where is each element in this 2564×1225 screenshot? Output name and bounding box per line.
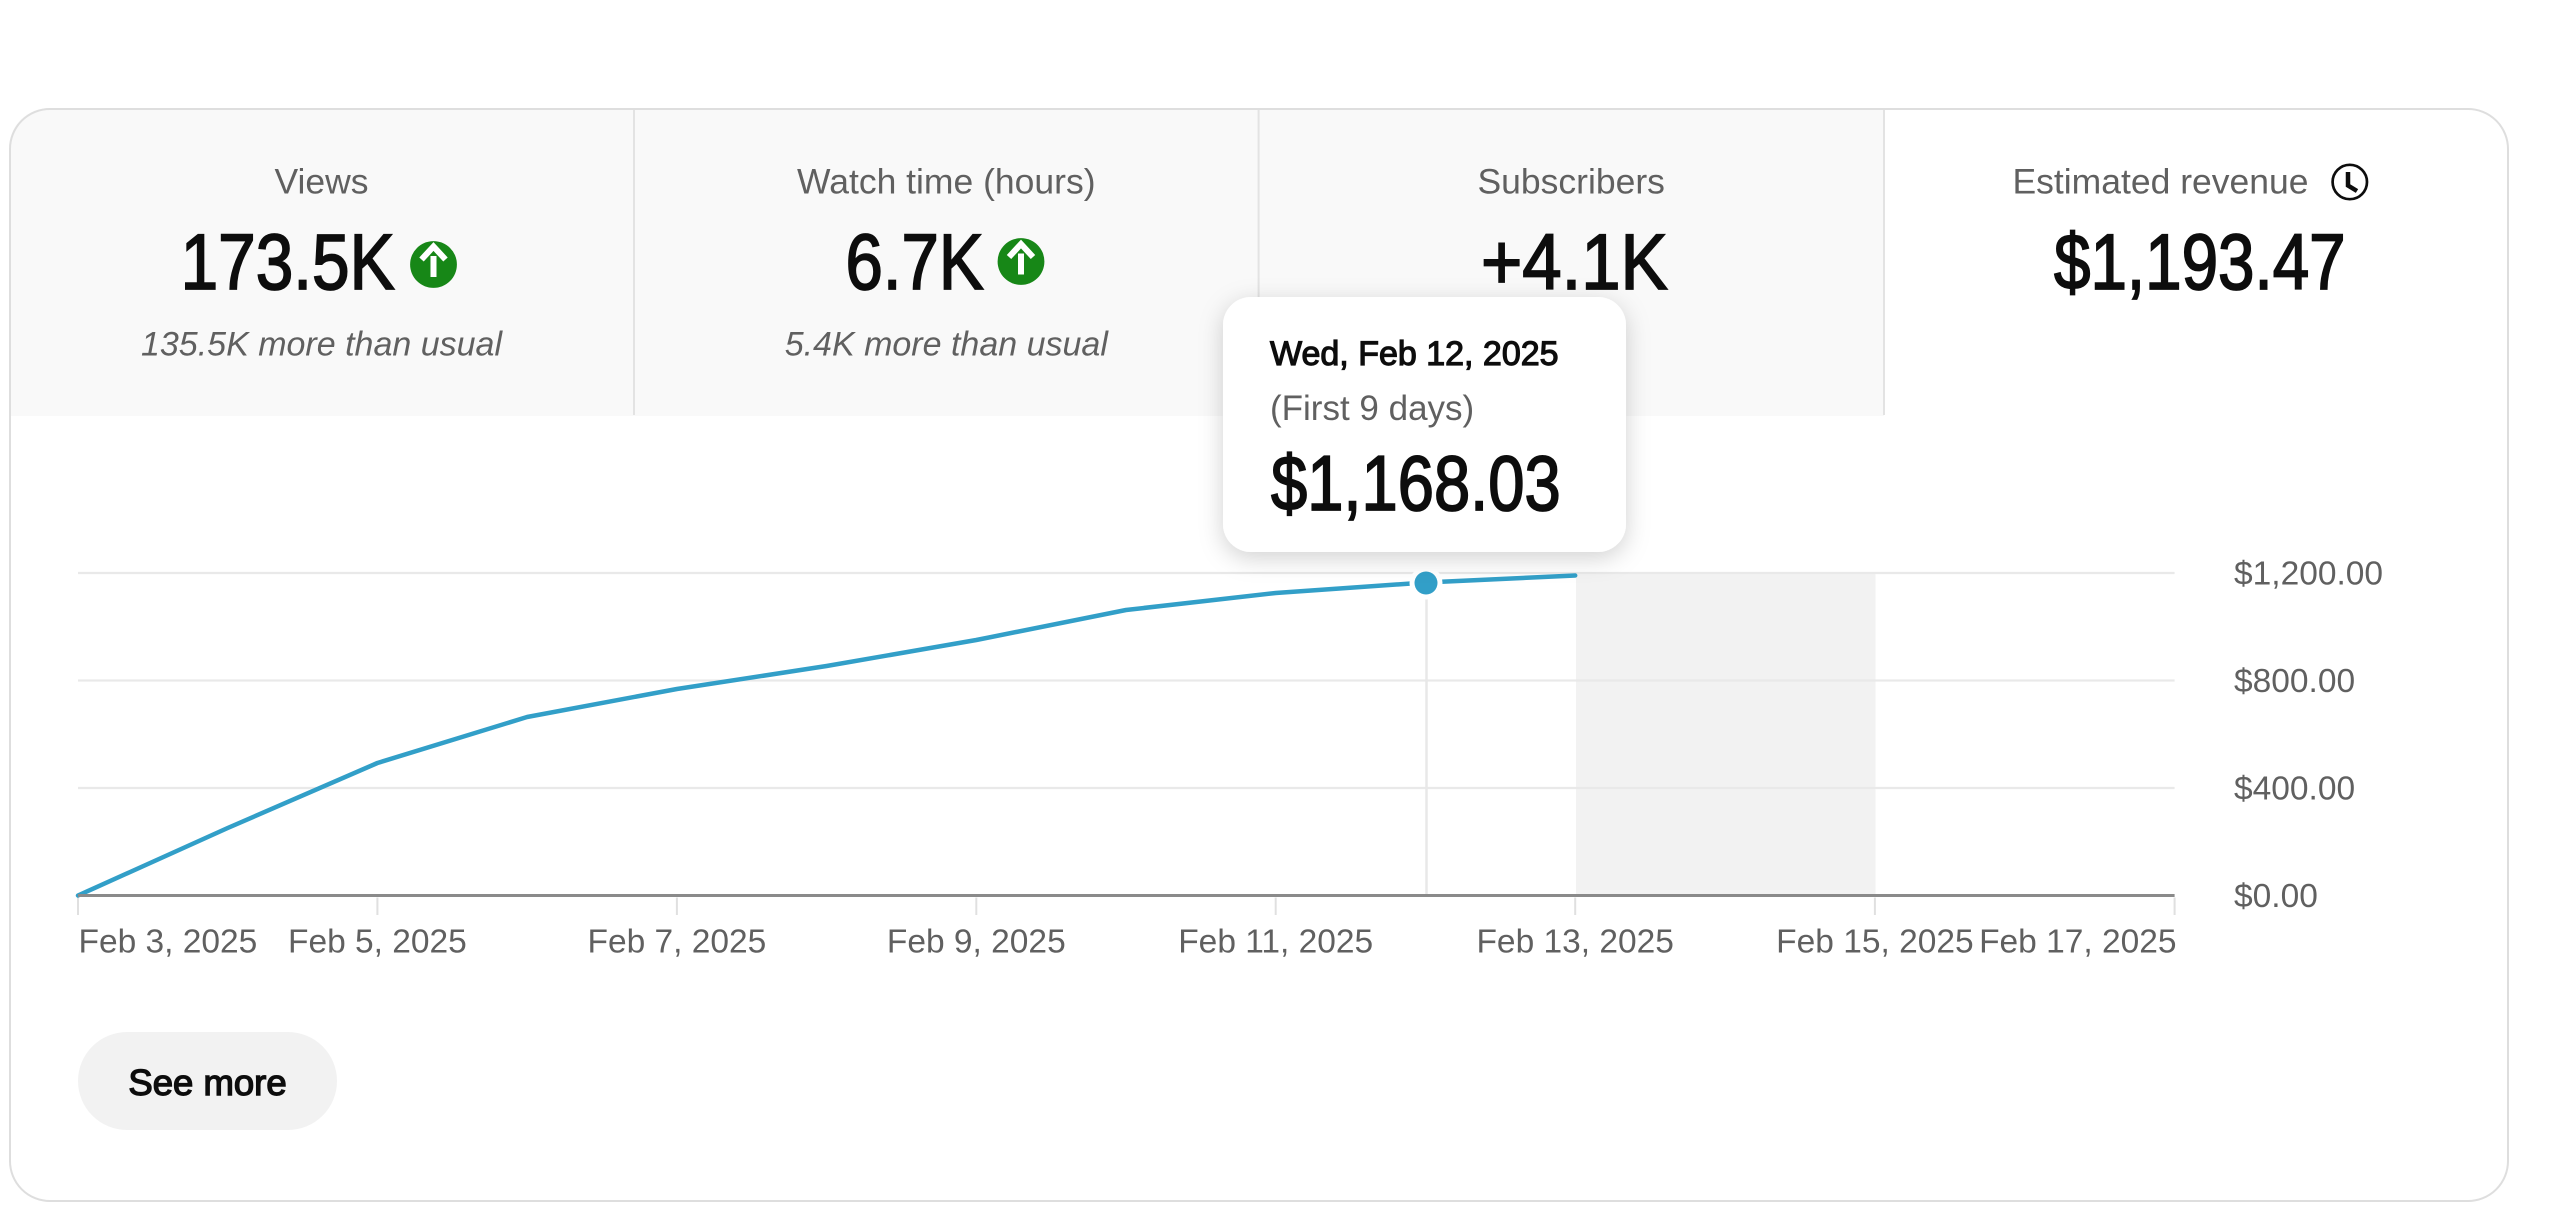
svg-text:Estimated revenue: Estimated revenue	[2013, 162, 2309, 202]
svg-text:Watch time (hours): Watch time (hours)	[797, 162, 1096, 202]
svg-text:Feb 15, 2025: Feb 15, 2025	[1776, 924, 1973, 961]
svg-text:$1,168.03: $1,168.03	[1271, 441, 1561, 528]
svg-text:$1,193.47: $1,193.47	[2054, 218, 2346, 306]
svg-text:Wed, Feb 12, 2025: Wed, Feb 12, 2025	[1270, 335, 1559, 373]
svg-text:5.4K more than usual: 5.4K more than usual	[785, 326, 1110, 364]
svg-text:$1,200.00: $1,200.00	[2234, 556, 2383, 593]
svg-text:Feb 11, 2025: Feb 11, 2025	[1178, 924, 1373, 961]
svg-text:Feb 9, 2025: Feb 9, 2025	[887, 924, 1066, 961]
svg-text:Feb 17, 2025: Feb 17, 2025	[1979, 924, 2176, 961]
svg-text:+4.1K: +4.1K	[1481, 217, 1668, 306]
svg-text:$0.00: $0.00	[2234, 878, 2318, 915]
svg-text:Subscribers: Subscribers	[1477, 162, 1664, 202]
svg-text:6.7K: 6.7K	[846, 218, 984, 306]
svg-text:Feb 5, 2025: Feb 5, 2025	[288, 924, 467, 961]
svg-text:Feb 7, 2025: Feb 7, 2025	[587, 924, 766, 961]
svg-text:135.5K more than usual: 135.5K more than usual	[141, 326, 503, 364]
svg-text:Views: Views	[274, 162, 368, 202]
svg-text:See more: See more	[128, 1062, 286, 1103]
svg-text:$800.00: $800.00	[2234, 663, 2355, 700]
svg-text:Feb 13, 2025: Feb 13, 2025	[1476, 924, 1673, 961]
svg-text:Feb 3, 2025: Feb 3, 2025	[79, 924, 258, 961]
svg-text:$400.00: $400.00	[2234, 771, 2355, 808]
svg-text:173.5K: 173.5K	[181, 217, 395, 306]
svg-text:(First 9 days): (First 9 days)	[1270, 389, 1474, 428]
